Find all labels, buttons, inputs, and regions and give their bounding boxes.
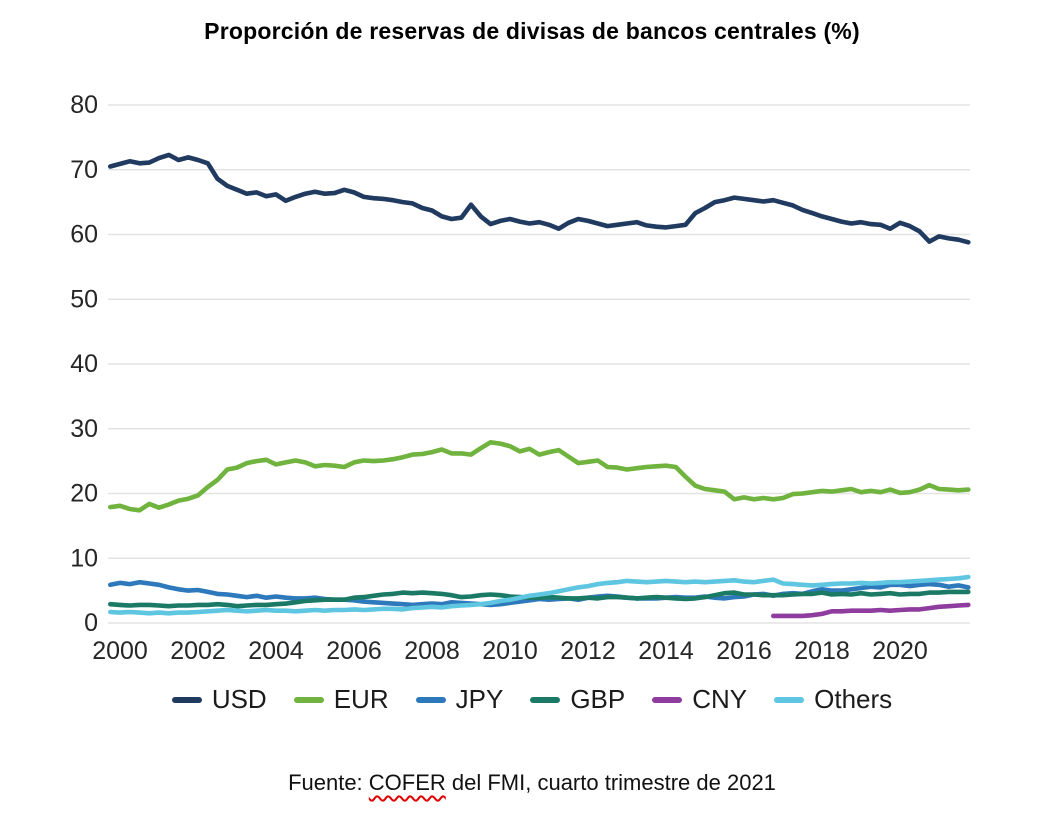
- x-tick-label-2004: 2004: [248, 637, 304, 665]
- legend-label: JPY: [455, 684, 504, 714]
- y-tick-label-10: 10: [70, 544, 98, 572]
- source-highlight: COFER: [368, 770, 446, 795]
- source-suffix: del FMI, cuarto trimestre de 2021: [445, 770, 776, 795]
- legend-label: CNY: [692, 684, 748, 714]
- y-tick-label-80: 80: [70, 91, 98, 119]
- legend-label: USD: [211, 684, 267, 714]
- x-tick-label-2006: 2006: [326, 637, 382, 665]
- legend-label: Others: [814, 684, 893, 714]
- legend-item-cny: CNY: [652, 684, 747, 715]
- legend-item-usd: USD: [171, 684, 267, 715]
- x-tick-label-2008: 2008: [404, 637, 460, 665]
- y-tick-label-40: 40: [70, 350, 98, 378]
- legend-item-eur: EUR: [293, 684, 389, 715]
- legend-label: EUR: [333, 684, 389, 714]
- legend-line-swatch-icon: [171, 696, 202, 703]
- x-tick-label-2012: 2012: [560, 637, 616, 665]
- source-caption: Fuente: COFER del FMI, cuarto trimestre …: [0, 770, 1064, 796]
- x-tick-label-2010: 2010: [482, 637, 538, 665]
- x-tick-label-2000: 2000: [92, 637, 148, 665]
- source-prefix: Fuente:: [288, 770, 369, 795]
- legend-line-swatch-icon: [293, 696, 324, 703]
- page-title: Proporción de reservas de divisas de ban…: [204, 18, 860, 44]
- legend-line-swatch-icon: [652, 696, 683, 703]
- x-tick-label-2016: 2016: [716, 637, 772, 665]
- y-tick-label-0: 0: [84, 609, 98, 637]
- x-tick-label-2018: 2018: [794, 637, 850, 665]
- line-cny: [771, 602, 971, 619]
- legend-label: GBP: [570, 684, 626, 714]
- line-gbp: [108, 589, 971, 609]
- line-eur: [108, 440, 971, 513]
- legend-item-jpy: JPY: [415, 684, 504, 715]
- y-tick-label-30: 30: [70, 415, 98, 443]
- legend-item-others: Others: [774, 684, 892, 715]
- x-tick-label-2020: 2020: [872, 637, 928, 665]
- y-tick-label-20: 20: [70, 480, 98, 508]
- line-others: [108, 574, 971, 616]
- legend-line-swatch-icon: [530, 696, 561, 703]
- y-tick-label-50: 50: [70, 285, 98, 313]
- legend-item-gbp: GBP: [530, 684, 625, 715]
- y-tick-label-60: 60: [70, 221, 98, 249]
- x-tick-label-2002: 2002: [170, 637, 226, 665]
- x-tick-label-2014: 2014: [638, 637, 694, 665]
- y-tick-label-70: 70: [70, 156, 98, 184]
- chart-legend: USD EUR JPY GBP CNY Others: [0, 684, 1064, 715]
- legend-line-swatch-icon: [415, 696, 446, 703]
- line-usd: [108, 152, 971, 245]
- legend-line-swatch-icon: [774, 696, 805, 703]
